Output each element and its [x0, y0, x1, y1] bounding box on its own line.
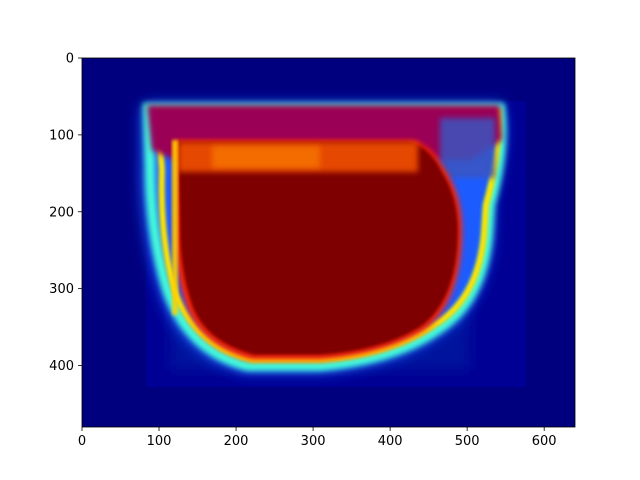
x-tick-label: 500 [455, 434, 480, 449]
y-tick-label: 300 [49, 282, 74, 297]
x-tick-label: 300 [301, 434, 326, 449]
heatmap-yellow-ring [154, 109, 502, 363]
heatmap-core-left-edge [172, 140, 178, 315]
x-tick-label: 100 [147, 434, 172, 449]
y-tick-label: 0 [66, 52, 74, 67]
y-tick-label: 400 [49, 359, 74, 374]
heatmap-core [178, 142, 458, 355]
heatmap-hot-strip-inner [212, 146, 320, 168]
x-tick-label: 0 [78, 434, 86, 449]
x-tick-label: 400 [378, 434, 403, 449]
plot-frame [81, 57, 576, 428]
heatmap-upper-right-blue [440, 118, 495, 178]
plot-area [82, 58, 575, 427]
x-tick-label: 600 [532, 434, 557, 449]
y-tick-label: 100 [49, 128, 74, 143]
x-axis: 0 100 200 300 400 500 600 [78, 427, 557, 449]
y-axis: 0 100 200 300 400 [49, 52, 82, 374]
y-tick-label: 200 [49, 205, 74, 220]
x-tick-label: 200 [224, 434, 249, 449]
heatmap-cyan-ring [142, 103, 507, 371]
